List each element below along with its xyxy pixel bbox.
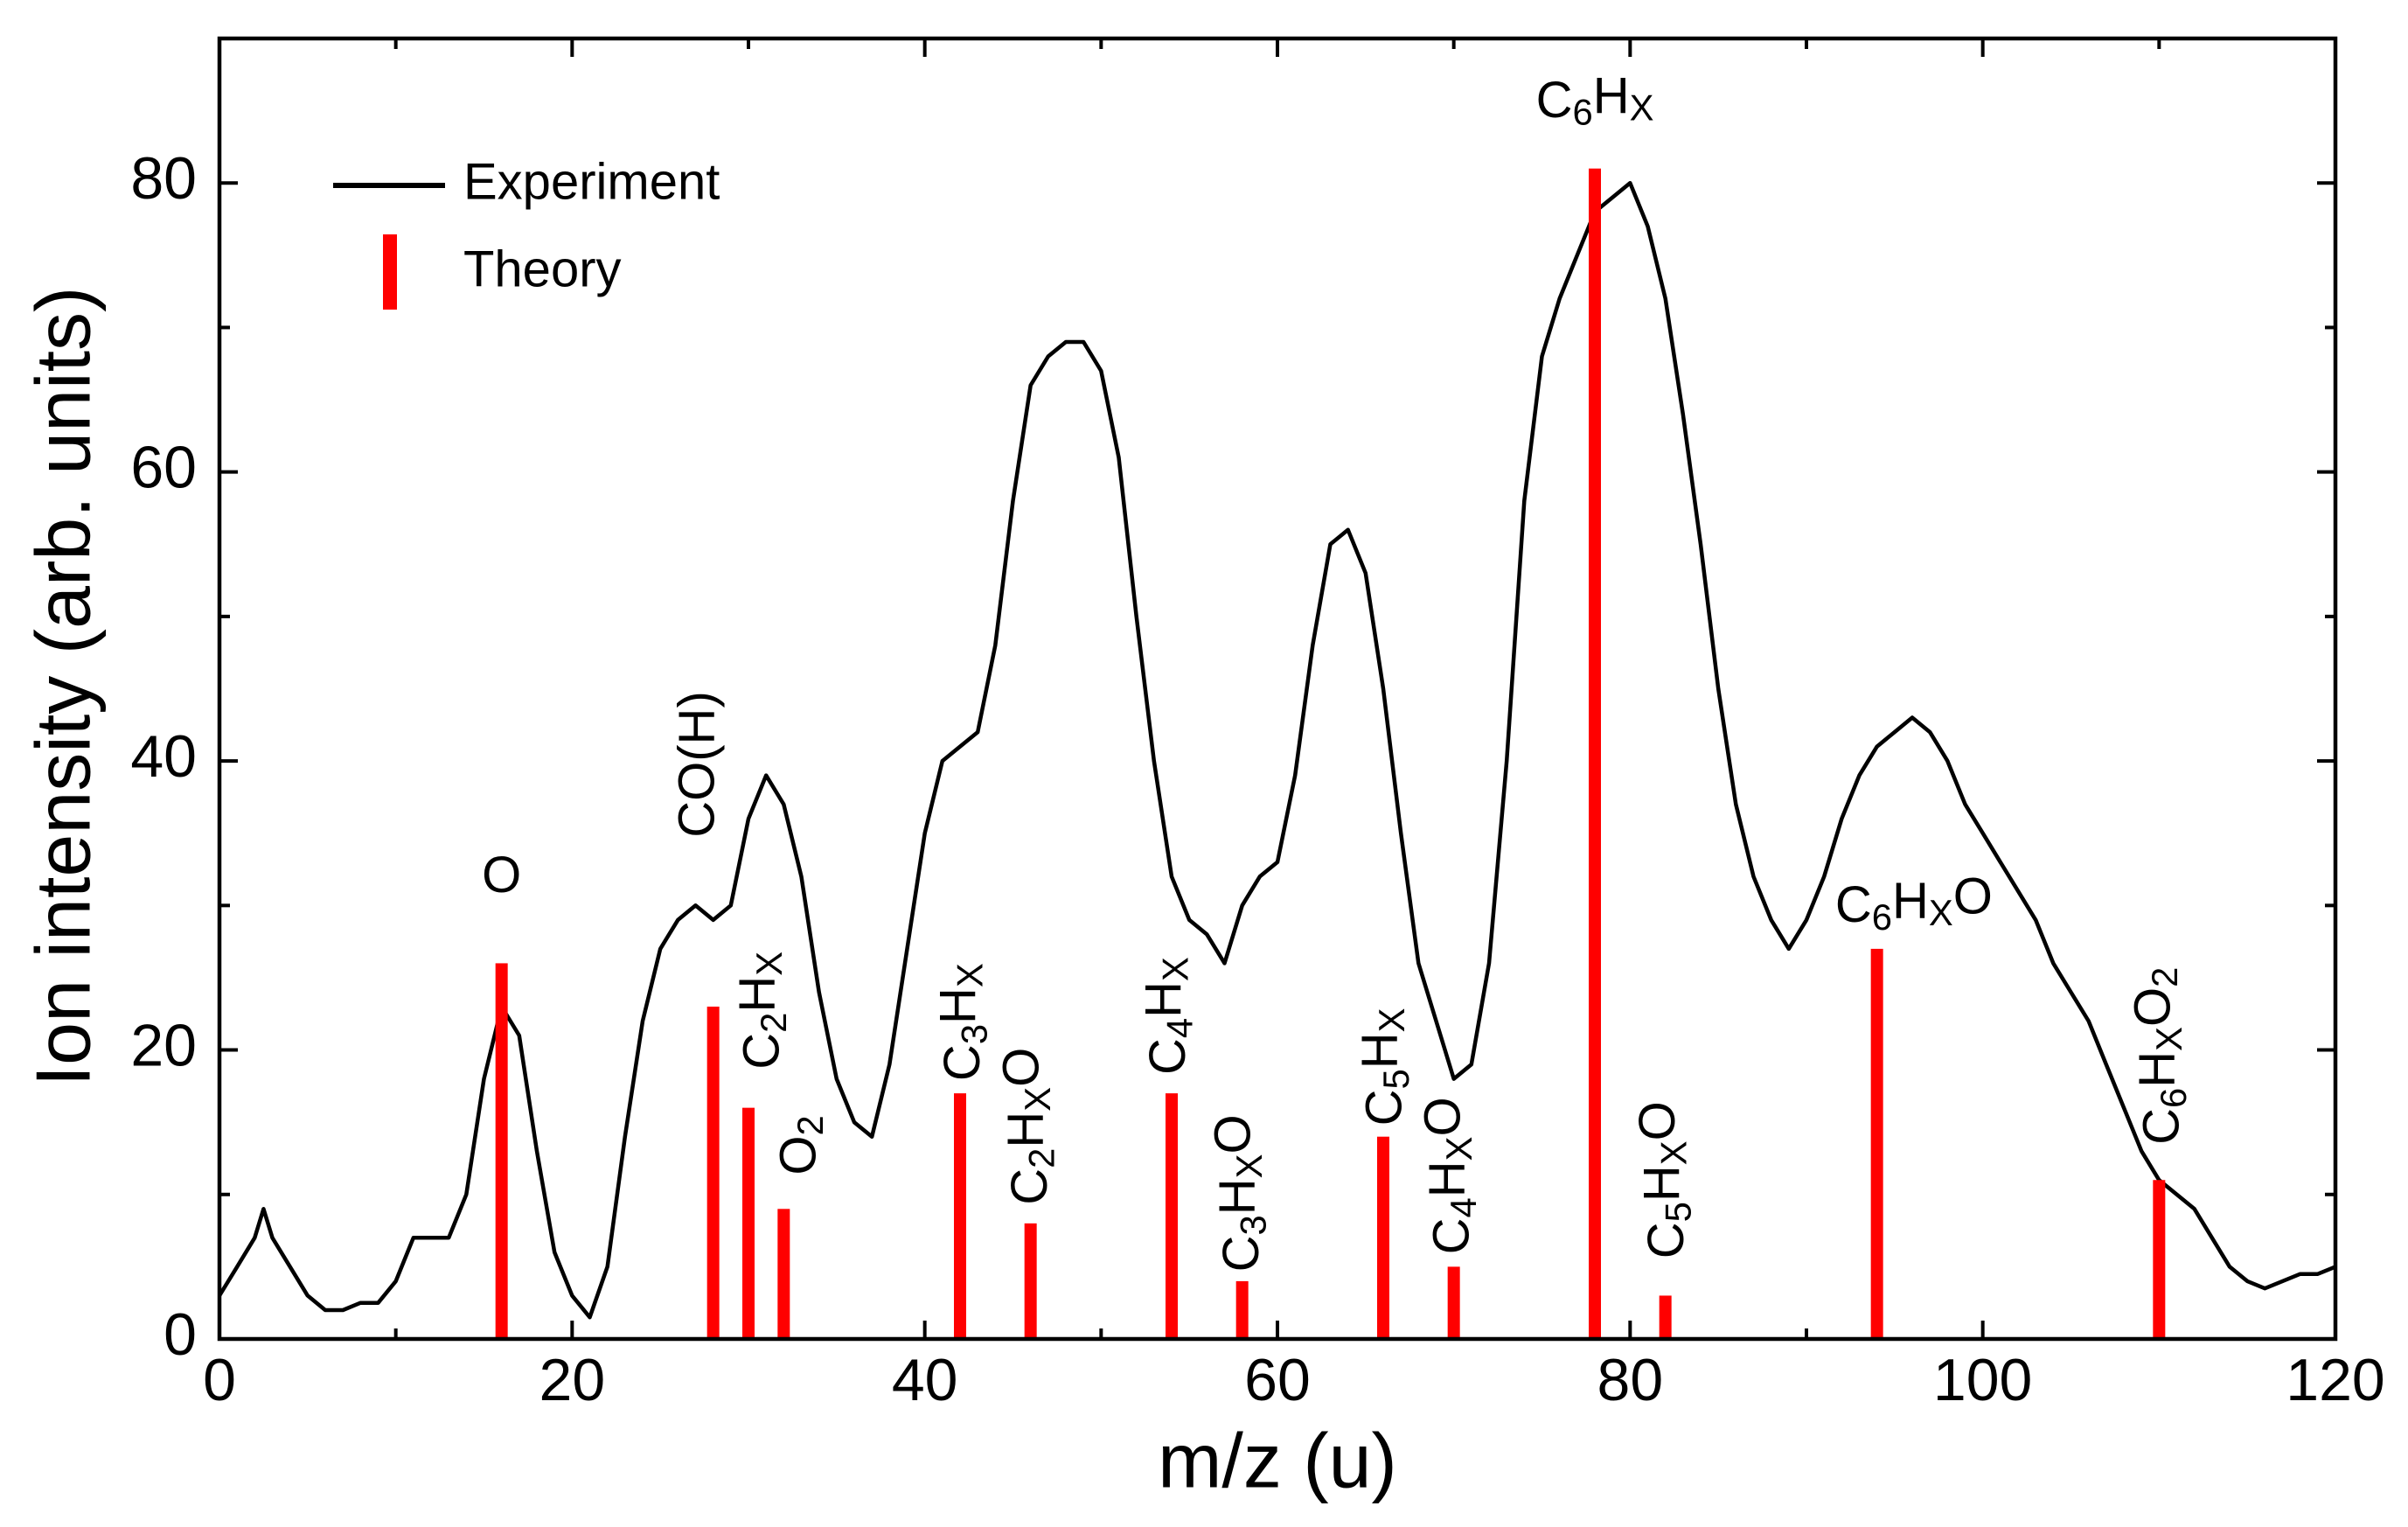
theory-bar bbox=[1377, 1136, 1389, 1339]
peak-label: C2HX bbox=[729, 952, 794, 1070]
theory-bar bbox=[1870, 948, 1883, 1339]
theory-bar bbox=[1447, 1266, 1460, 1339]
x-tick-label: 0 bbox=[203, 1347, 236, 1413]
x-tick-label: 100 bbox=[1933, 1347, 2032, 1413]
theory-bar bbox=[1589, 168, 1601, 1340]
theory-bar bbox=[1659, 1295, 1672, 1339]
theory-bar bbox=[2153, 1180, 2166, 1339]
peak-label: CO(H) bbox=[669, 691, 726, 838]
peak-label: C4HXO bbox=[1415, 1097, 1484, 1254]
peak-label: C6HXO2 bbox=[2125, 967, 2194, 1145]
plot-frame bbox=[217, 36, 2338, 1342]
peak-label: C3HX bbox=[929, 963, 994, 1081]
peak-label: C5HXO bbox=[1630, 1101, 1699, 1259]
peak-label: C4HX bbox=[1135, 957, 1200, 1075]
experiment-line bbox=[218, 180, 2336, 1320]
y-tick-label: 80 bbox=[130, 145, 197, 212]
theory-bar bbox=[495, 963, 508, 1339]
peak-label: C5HX bbox=[1352, 1008, 1416, 1126]
x-tick-label: 80 bbox=[1597, 1347, 1664, 1413]
y-axis-title: Ion intensity (arb. units) bbox=[19, 287, 106, 1087]
theory-bar bbox=[954, 1093, 966, 1339]
x-axis-title: m/z (u) bbox=[1158, 1417, 1397, 1503]
peak-label: C3HXO bbox=[1205, 1114, 1274, 1272]
legend-label: Experiment bbox=[463, 153, 720, 210]
y-tick-label: 60 bbox=[130, 435, 197, 501]
x-tick-label: 40 bbox=[892, 1347, 958, 1413]
peak-label: C2HXO bbox=[993, 1048, 1062, 1205]
x-tick-label: 60 bbox=[1244, 1347, 1311, 1413]
peak-label: C6HXO bbox=[1835, 868, 1993, 938]
legend-label: Theory bbox=[463, 241, 622, 297]
legend-bar bbox=[383, 234, 397, 310]
theory-bar bbox=[1235, 1280, 1249, 1339]
peak-label: O bbox=[482, 847, 521, 903]
peak-label: O2 bbox=[770, 1115, 831, 1175]
x-tick-label: 120 bbox=[2286, 1347, 2384, 1413]
y-tick-label: 40 bbox=[130, 723, 197, 790]
x-tick-label: 20 bbox=[539, 1347, 606, 1413]
theory-bar bbox=[742, 1107, 755, 1339]
theory-bar bbox=[1166, 1093, 1178, 1339]
theory-bar bbox=[777, 1209, 790, 1339]
y-tick-label: 20 bbox=[130, 1013, 197, 1079]
peak-label: C6HX bbox=[1536, 67, 1654, 132]
y-tick-label: 0 bbox=[164, 1301, 197, 1368]
theory-bar bbox=[706, 1006, 720, 1339]
theory-bar bbox=[1024, 1223, 1037, 1339]
